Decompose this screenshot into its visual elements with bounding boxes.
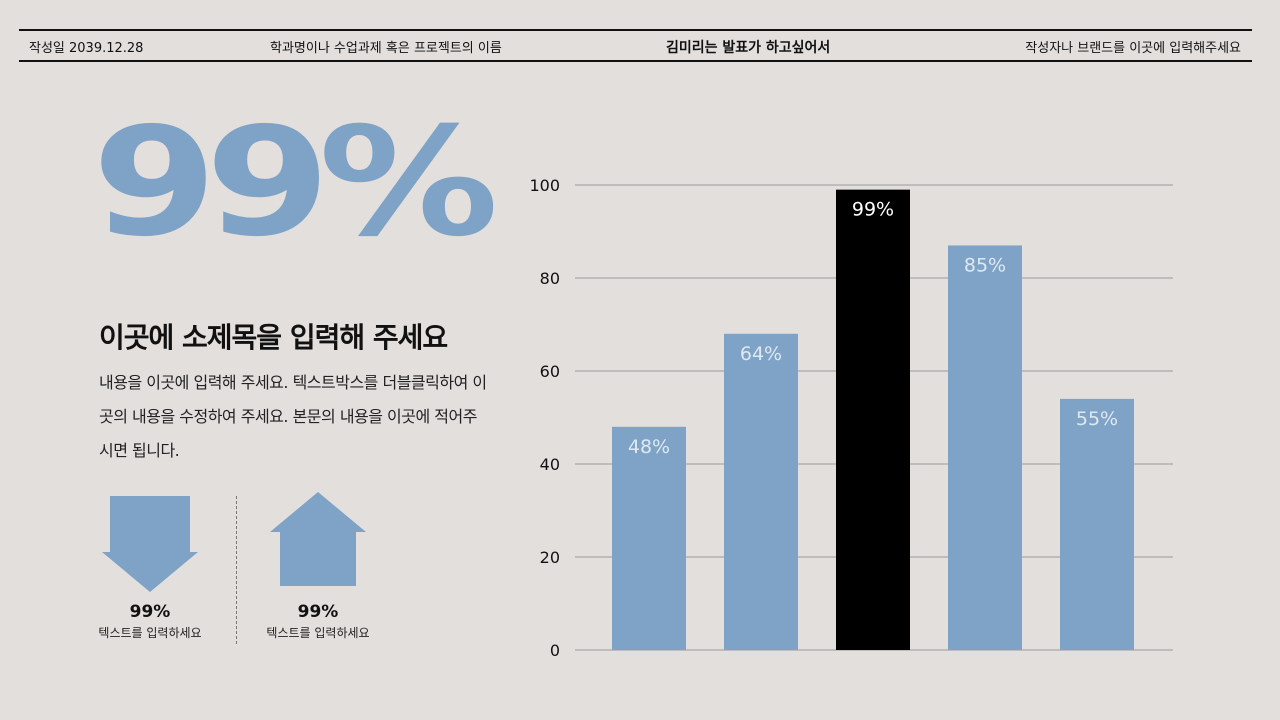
header-course-name: 학과명이나 수업과제 혹은 프로젝트의 이름 xyxy=(270,41,502,56)
header-author: 작성자나 브랜드를 이곳에 입력해주세요 xyxy=(1025,41,1241,56)
bar xyxy=(836,189,910,650)
bar xyxy=(1060,398,1134,650)
house-icon xyxy=(270,492,366,586)
header-title: 김미리는 발표가 하고싶어서 xyxy=(666,40,831,56)
y-tick-label: 100 xyxy=(529,176,560,195)
hero-percentage: 99% xyxy=(92,96,499,270)
bar-data-label: 55% xyxy=(1076,408,1118,430)
bar xyxy=(948,245,1022,650)
bar-data-label: 48% xyxy=(628,436,670,458)
subtitle: 이곳에 소제목을 입력해 주세요 xyxy=(99,321,448,354)
y-tick-label: 20 xyxy=(540,548,560,567)
bar-data-label: 99% xyxy=(852,199,894,221)
bar xyxy=(724,333,798,650)
y-tick-label: 0 xyxy=(550,641,560,660)
stat-label: 텍스트를 입력하세요 xyxy=(98,626,202,640)
stat-decrease: 99% 텍스트를 입력하세요 xyxy=(80,496,220,641)
body-text: 내용을 이곳에 입력해 주세요. 텍스트박스를 더블클릭하여 이곳의 내용을 수… xyxy=(99,373,487,460)
y-tick-label: 80 xyxy=(540,269,560,288)
bar-data-label: 64% xyxy=(740,343,782,365)
divider xyxy=(236,496,237,644)
header-bar: 작성일 2039.12.28 학과명이나 수업과제 혹은 프로젝트의 이름 김미… xyxy=(19,29,1252,62)
y-tick-label: 60 xyxy=(540,362,560,381)
arrow-down-icon xyxy=(102,496,198,592)
bar-data-label: 85% xyxy=(964,254,1006,276)
y-tick-label: 40 xyxy=(540,455,560,474)
stat-increase: 99% 텍스트를 입력하세요 xyxy=(248,490,388,641)
stat-label: 텍스트를 입력하세요 xyxy=(266,626,370,640)
header-date: 작성일 2039.12.28 xyxy=(29,41,144,56)
stat-value: 99% xyxy=(129,602,171,622)
stat-value: 99% xyxy=(297,602,339,622)
bar-chart: 0 20 40 60 80 100 48% 64% 99% 85% 55% xyxy=(529,176,1173,660)
bar xyxy=(612,426,686,650)
